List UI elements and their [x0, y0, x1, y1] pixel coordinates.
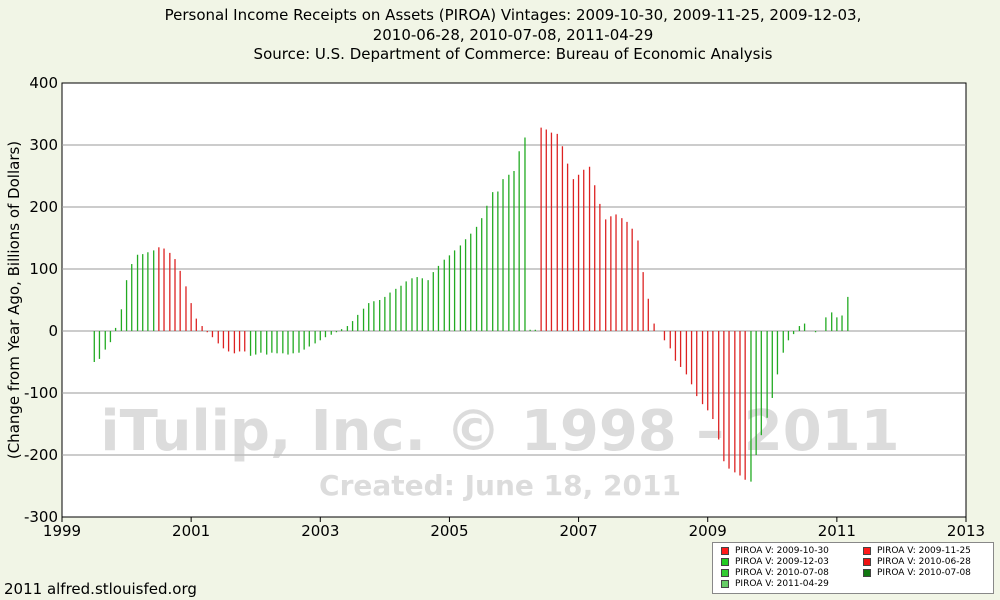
- x-tick-label: 2011: [818, 522, 856, 540]
- y-tick-label: 0: [48, 322, 58, 340]
- y-tick-label: -100: [24, 384, 58, 402]
- y-tick-label: 200: [29, 198, 58, 216]
- x-tick-label: 2003: [301, 522, 339, 540]
- legend-swatch: [863, 547, 871, 555]
- y-axis-ticks: 400 300 200 100 0 -100 -200 -300: [24, 74, 58, 526]
- legend-swatch: [721, 558, 729, 566]
- legend-item: PIROA V: 2010-07-08: [721, 568, 829, 578]
- legend-item: PIROA V: 2009-10-30: [721, 546, 829, 556]
- x-tick-label: 1999: [43, 522, 81, 540]
- watermark-line-2: Created: June 18, 2011: [319, 469, 681, 502]
- legend-label: PIROA V: 2010-06-28: [877, 557, 971, 567]
- legend-item: PIROA V: 2009-12-03: [721, 557, 829, 567]
- y-tick-label: -200: [24, 446, 58, 464]
- legend-label: PIROA V: 2009-10-30: [735, 546, 829, 556]
- y-tick-label: 400: [29, 74, 58, 92]
- legend-swatch: [721, 569, 729, 577]
- legend-swatch: [721, 580, 729, 588]
- legend-label: PIROA V: 2009-12-03: [735, 557, 829, 567]
- legend-swatch: [863, 569, 871, 577]
- y-tick-label: 100: [29, 260, 58, 278]
- legend-item: PIROA V: 2010-06-28: [863, 557, 971, 567]
- y-tick-label: 300: [29, 136, 58, 154]
- x-tick-label: 2005: [430, 522, 468, 540]
- title-line-2: 2010-06-28, 2010-07-08, 2011-04-29: [372, 25, 654, 44]
- legend-swatch: [721, 547, 729, 555]
- x-tick-label: 2007: [559, 522, 597, 540]
- x-tick-label: 2013: [947, 522, 985, 540]
- legend-label: PIROA V: 2010-07-08: [877, 568, 971, 578]
- legend-label: PIROA V: 2009-11-25: [877, 546, 971, 556]
- watermark-line-1: iTulip, Inc. © 1998 – 2011: [100, 399, 899, 464]
- chart-title: Personal Income Receipts on Assets (PIRO…: [60, 6, 966, 65]
- bar-series: [93, 127, 849, 482]
- title-line-1: Personal Income Receipts on Assets (PIRO…: [164, 6, 862, 24]
- legend-item: PIROA V: 2010-07-08: [863, 568, 971, 578]
- legend-item: PIROA V: 2009-11-25: [863, 546, 971, 556]
- legend-label: PIROA V: 2010-07-08: [735, 568, 829, 578]
- y-tick-label: -300: [24, 508, 58, 526]
- title-line-3: Source: U.S. Department of Commerce: Bur…: [253, 45, 773, 63]
- footer-source: 2011 alfred.stlouisfed.org: [4, 580, 197, 598]
- y-axis-label: (Change from Year Ago, Billions of Dolla…: [5, 141, 23, 459]
- x-tick-label: 2001: [172, 522, 210, 540]
- legend-item: PIROA V: 2011-04-29: [721, 579, 829, 589]
- legend-label: PIROA V: 2011-04-29: [735, 579, 829, 589]
- x-tick-label: 2009: [689, 522, 727, 540]
- legend: PIROA V: 2009-10-30 PIROA V: 2009-11-25 PI…: [712, 542, 994, 594]
- legend-swatch: [863, 558, 871, 566]
- watermark: iTulip, Inc. © 1998 – 2011 Created: June…: [100, 399, 899, 502]
- x-axis-ticks: 1999 2001 2003 2005 2007 2009 2011 2013: [43, 517, 985, 540]
